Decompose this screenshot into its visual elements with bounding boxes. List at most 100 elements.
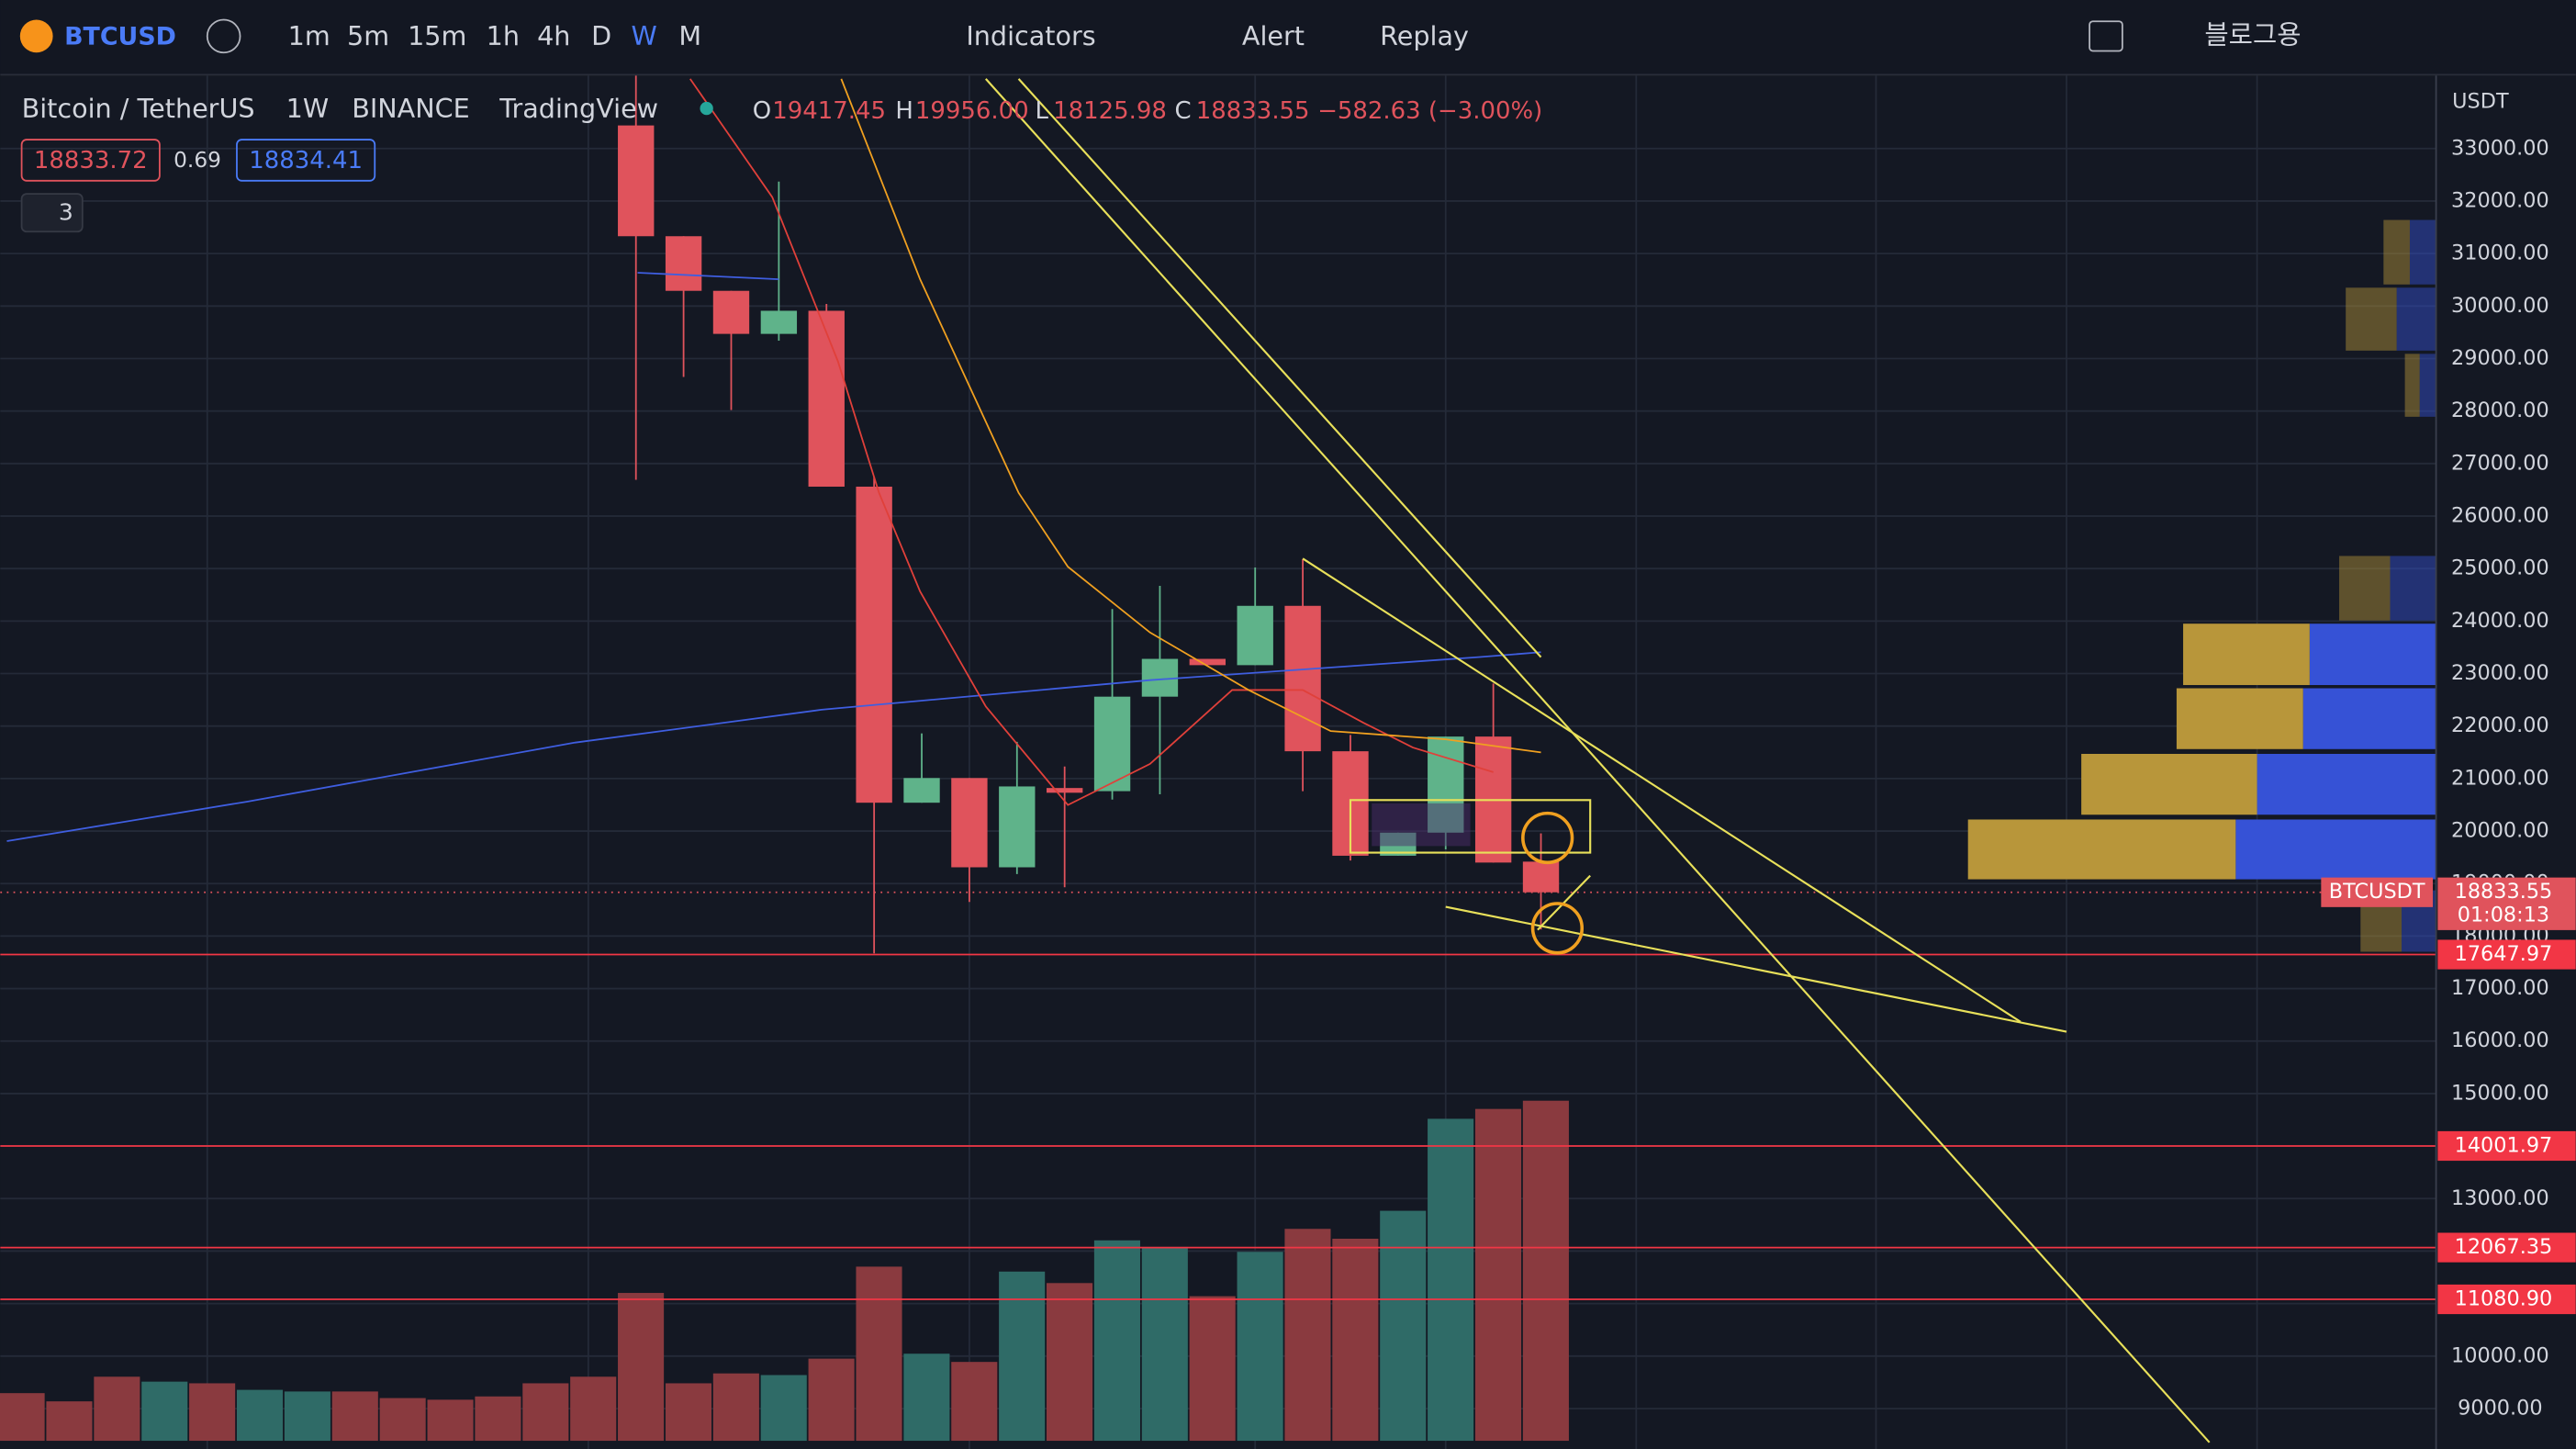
profile-sell [2302,688,2436,749]
candle-body [1522,861,1560,893]
level-label: 11080.90 [2455,1286,2553,1310]
circle [1530,902,1585,955]
volume-bar [1093,1240,1140,1442]
level-tag [2437,1284,2576,1315]
volume-bar [189,1383,236,1442]
profile-sell [2257,754,2436,815]
intervals: 1m 5m 15m 1h 4h D W M [288,20,701,51]
volume-bar [46,1401,93,1442]
alert[interactable]: Alert [1242,20,1305,51]
level-label: 12067.35 [2455,1235,2553,1259]
profile-buy [2404,354,2420,417]
profile-buy [1967,819,2236,880]
interval-button[interactable]: W [632,20,657,51]
y-tick-label: 17000.00 [2451,976,2549,1000]
level-tag [2437,939,2576,970]
indicators-toggle[interactable] [20,193,84,233]
y-tick-label: 9000.00 [2458,1396,2542,1420]
volume-bar [1474,1108,1522,1442]
fullscreen[interactable] [2089,20,2123,52]
profile-sell [2235,819,2436,880]
y-tick-label: 21000.00 [2451,766,2549,790]
profile-buy [2339,556,2391,621]
o-value: 19417.45 [772,97,886,125]
c-value: 18833.55 [1196,97,1310,125]
last-price-label: 18833.55 [2455,880,2553,904]
trendline [1537,874,1591,931]
candle-body [618,125,655,237]
candle-body [903,778,940,803]
ma-short [689,78,1494,806]
indicators[interactable]: Indicators [966,20,1095,51]
profile-sell [2396,287,2436,351]
interval-button[interactable]: 1h [487,20,520,51]
ask-box[interactable] [236,139,376,182]
y-tick-label: 28000.00 [2451,399,2549,422]
c-label: C [1175,97,1192,125]
profile-buy [2183,623,2310,686]
plot-area [0,75,2436,1449]
volume-bar [1189,1296,1236,1442]
y-tick-label: 24000.00 [2451,609,2549,633]
interval: 1W [286,93,330,124]
volume-bar [331,1391,378,1442]
replay[interactable]: Replay [1380,20,1469,51]
profile-sell [2309,623,2436,686]
profile-sell [2390,556,2436,621]
volume-bar [618,1293,665,1442]
symbol[interactable]: BTCUSD [64,23,176,51]
candle-body [1093,696,1131,792]
symbol-tag [2321,877,2434,907]
trendline [1445,905,2067,1033]
interval-button[interactable]: 15m [408,20,466,51]
y-tick-label: 26000.00 [2451,503,2549,527]
add-symbol[interactable] [206,18,241,54]
candle-body [1047,788,1083,793]
trendlines [985,78,2211,1443]
pair-name: Bitcoin / TetherUS [22,93,255,124]
exchange: BINANCE [352,93,470,124]
volume-bar [1047,1283,1093,1442]
box [1349,799,1592,854]
volume-bar [856,1266,902,1442]
interval-button[interactable]: M [678,20,701,51]
volume-bar [427,1399,474,1442]
change: −582.63 (−3.00%) [1317,97,1542,125]
o-label: O [753,97,771,125]
profile-buy [2176,688,2303,749]
countdown: 01:08:13 [2458,903,2549,927]
layout-name[interactable]: 블로그용 [2204,18,2301,50]
candle-body [665,236,702,291]
candle-body [951,778,988,868]
ask[interactable]: 18834.41 [249,147,363,174]
bid[interactable]: 18833.72 [34,147,148,174]
interval-button[interactable]: 5m [347,20,389,51]
interval-button[interactable]: 1m [288,20,330,51]
interval-button[interactable]: D [591,20,611,51]
ma-long [637,272,779,281]
level-tag [2437,1130,2576,1162]
volume-bar [1284,1229,1331,1442]
drawings [6,78,2211,1443]
volume-bar [951,1362,998,1442]
bid-box[interactable] [20,139,161,182]
trendline [985,78,2211,1443]
interval-button[interactable]: 4h [537,20,570,51]
h-label: H [895,97,913,125]
spread: 0.69 [174,148,221,173]
level-label: 14001.97 [2455,1133,2553,1157]
y-tick-label: 33000.00 [2451,136,2549,160]
candle-body [1237,605,1273,666]
currency[interactable]: USDT [2452,89,2509,113]
indicators-count[interactable]: 3 [59,199,73,226]
y-tick-label: 16000.00 [2451,1028,2549,1052]
y-tick-label: 25000.00 [2451,556,2549,580]
profile-buy [2081,754,2257,815]
legend: Bitcoin / TetherUS 1W BINANCE TradingVie… [20,93,1542,233]
y-tick-label: 27000.00 [2451,451,2549,475]
volume-bar [94,1376,140,1442]
y-tick-label: 30000.00 [2451,294,2549,318]
source: TradingView [498,93,658,124]
profile-sell [2419,354,2436,417]
